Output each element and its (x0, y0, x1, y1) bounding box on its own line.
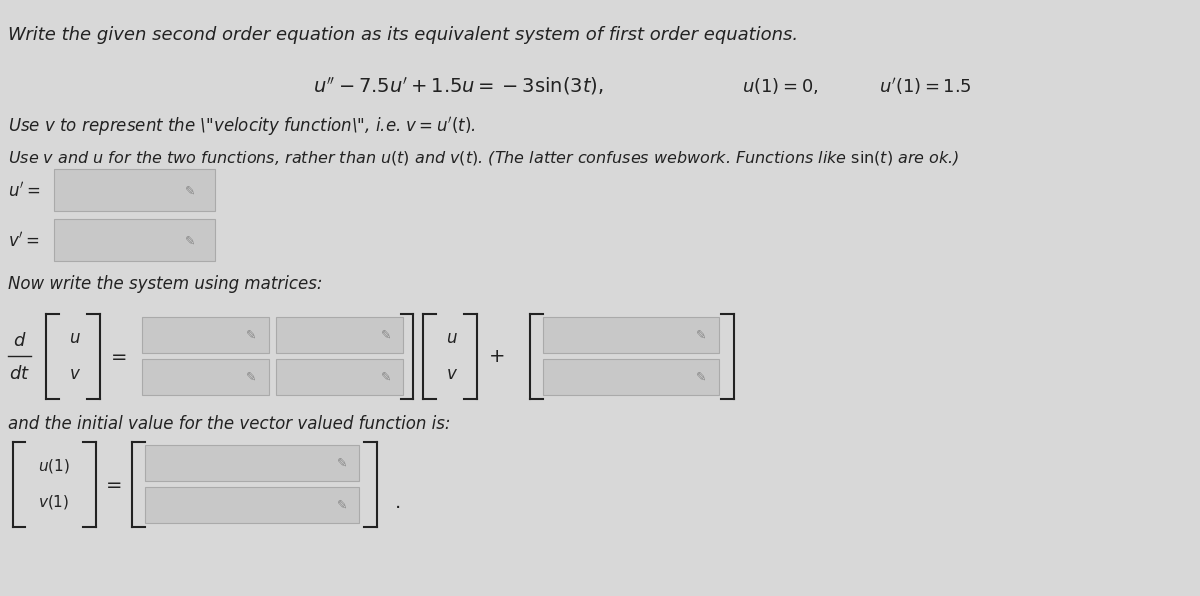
Text: $u(1) = 0,$: $u(1) = 0,$ (743, 76, 818, 96)
Text: ✎: ✎ (185, 234, 196, 247)
Text: $v' =$: $v' =$ (8, 231, 40, 250)
Text: Use $v$ to represent the \"velocity function\", i.e. $v = u'(t)$.: Use $v$ to represent the \"velocity func… (8, 114, 475, 138)
Text: $u$: $u$ (70, 329, 82, 347)
FancyBboxPatch shape (54, 219, 215, 261)
Text: Write the given second order equation as its equivalent system of first order eq: Write the given second order equation as… (8, 26, 798, 44)
Text: $v(1)$: $v(1)$ (38, 493, 70, 511)
FancyBboxPatch shape (142, 359, 269, 395)
Text: ✎: ✎ (380, 371, 391, 383)
FancyBboxPatch shape (276, 359, 403, 395)
Text: $dt$: $dt$ (10, 365, 30, 383)
Text: ✎: ✎ (337, 457, 347, 470)
Text: $u(1)$: $u(1)$ (37, 457, 70, 475)
Text: ✎: ✎ (380, 328, 391, 342)
Text: Now write the system using matrices:: Now write the system using matrices: (8, 275, 323, 293)
Text: $u' =$: $u' =$ (8, 182, 41, 200)
Text: ✎: ✎ (337, 498, 347, 511)
Text: $u'' - 7.5u' + 1.5u = -3\sin(3t),$: $u'' - 7.5u' + 1.5u = -3\sin(3t),$ (313, 75, 604, 97)
Text: $u$: $u$ (446, 329, 458, 347)
Text: $u'(1) = 1.5$: $u'(1) = 1.5$ (880, 76, 972, 97)
Text: ✎: ✎ (696, 371, 707, 383)
Text: $=$: $=$ (107, 346, 127, 365)
FancyBboxPatch shape (142, 317, 269, 353)
Text: $v$: $v$ (70, 365, 82, 383)
FancyBboxPatch shape (54, 169, 215, 211)
Text: and the initial value for the vector valued function is:: and the initial value for the vector val… (8, 415, 450, 433)
Text: ✎: ✎ (696, 328, 707, 342)
Text: ✎: ✎ (185, 185, 196, 197)
FancyBboxPatch shape (544, 317, 719, 353)
Text: ✎: ✎ (246, 328, 257, 342)
FancyBboxPatch shape (544, 359, 719, 395)
Text: Use $v$ and $u$ for the two functions, rather than $u(t)$ and $v(t)$. (The latte: Use $v$ and $u$ for the two functions, r… (8, 149, 959, 167)
Text: $v$: $v$ (446, 365, 458, 383)
Text: $.$: $.$ (394, 492, 400, 511)
FancyBboxPatch shape (144, 445, 360, 481)
Text: $+$: $+$ (488, 346, 504, 365)
Text: $d$: $d$ (13, 332, 26, 350)
Text: $=$: $=$ (102, 474, 122, 493)
FancyBboxPatch shape (144, 487, 360, 523)
Text: ✎: ✎ (246, 371, 257, 383)
FancyBboxPatch shape (276, 317, 403, 353)
